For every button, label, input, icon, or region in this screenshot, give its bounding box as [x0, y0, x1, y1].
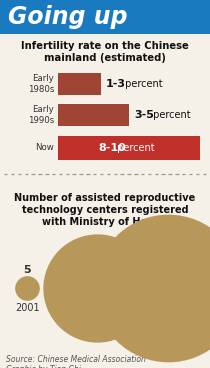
- Text: 2009: 2009: [156, 338, 180, 348]
- Point: [26, 285, 29, 291]
- Text: percent: percent: [150, 110, 191, 120]
- Text: Early
1990s: Early 1990s: [28, 105, 54, 125]
- Text: 2001: 2001: [15, 303, 40, 313]
- Text: percent: percent: [114, 143, 154, 153]
- Text: Source: Chinese Medical Association
Graphic by Tian Chi: Source: Chinese Medical Association Grap…: [6, 355, 146, 368]
- Text: 3-5: 3-5: [134, 110, 154, 120]
- FancyBboxPatch shape: [58, 104, 129, 126]
- FancyBboxPatch shape: [58, 73, 101, 95]
- Text: 1-3: 1-3: [106, 79, 126, 89]
- FancyBboxPatch shape: [0, 0, 210, 34]
- Text: percent: percent: [122, 79, 162, 89]
- Point: [166, 285, 170, 291]
- Text: Now: Now: [35, 144, 54, 152]
- Text: 200: 200: [155, 297, 181, 310]
- Text: 2007: 2007: [84, 326, 109, 337]
- FancyBboxPatch shape: [58, 136, 200, 160]
- Text: Number of assisted reproductive
technology centers registered
with Ministry of H: Number of assisted reproductive technolo…: [14, 194, 196, 227]
- Text: 5: 5: [24, 265, 31, 275]
- Text: At least: At least: [151, 277, 185, 286]
- Text: 130: 130: [84, 293, 110, 306]
- Text: 8-10: 8-10: [98, 143, 126, 153]
- Text: Early
1980s: Early 1980s: [28, 74, 54, 94]
- Text: Infertility rate on the Chinese
mainland (estimated): Infertility rate on the Chinese mainland…: [21, 41, 189, 63]
- Text: Going up: Going up: [8, 5, 127, 29]
- Point: [95, 285, 98, 291]
- Text: About: About: [83, 279, 110, 288]
